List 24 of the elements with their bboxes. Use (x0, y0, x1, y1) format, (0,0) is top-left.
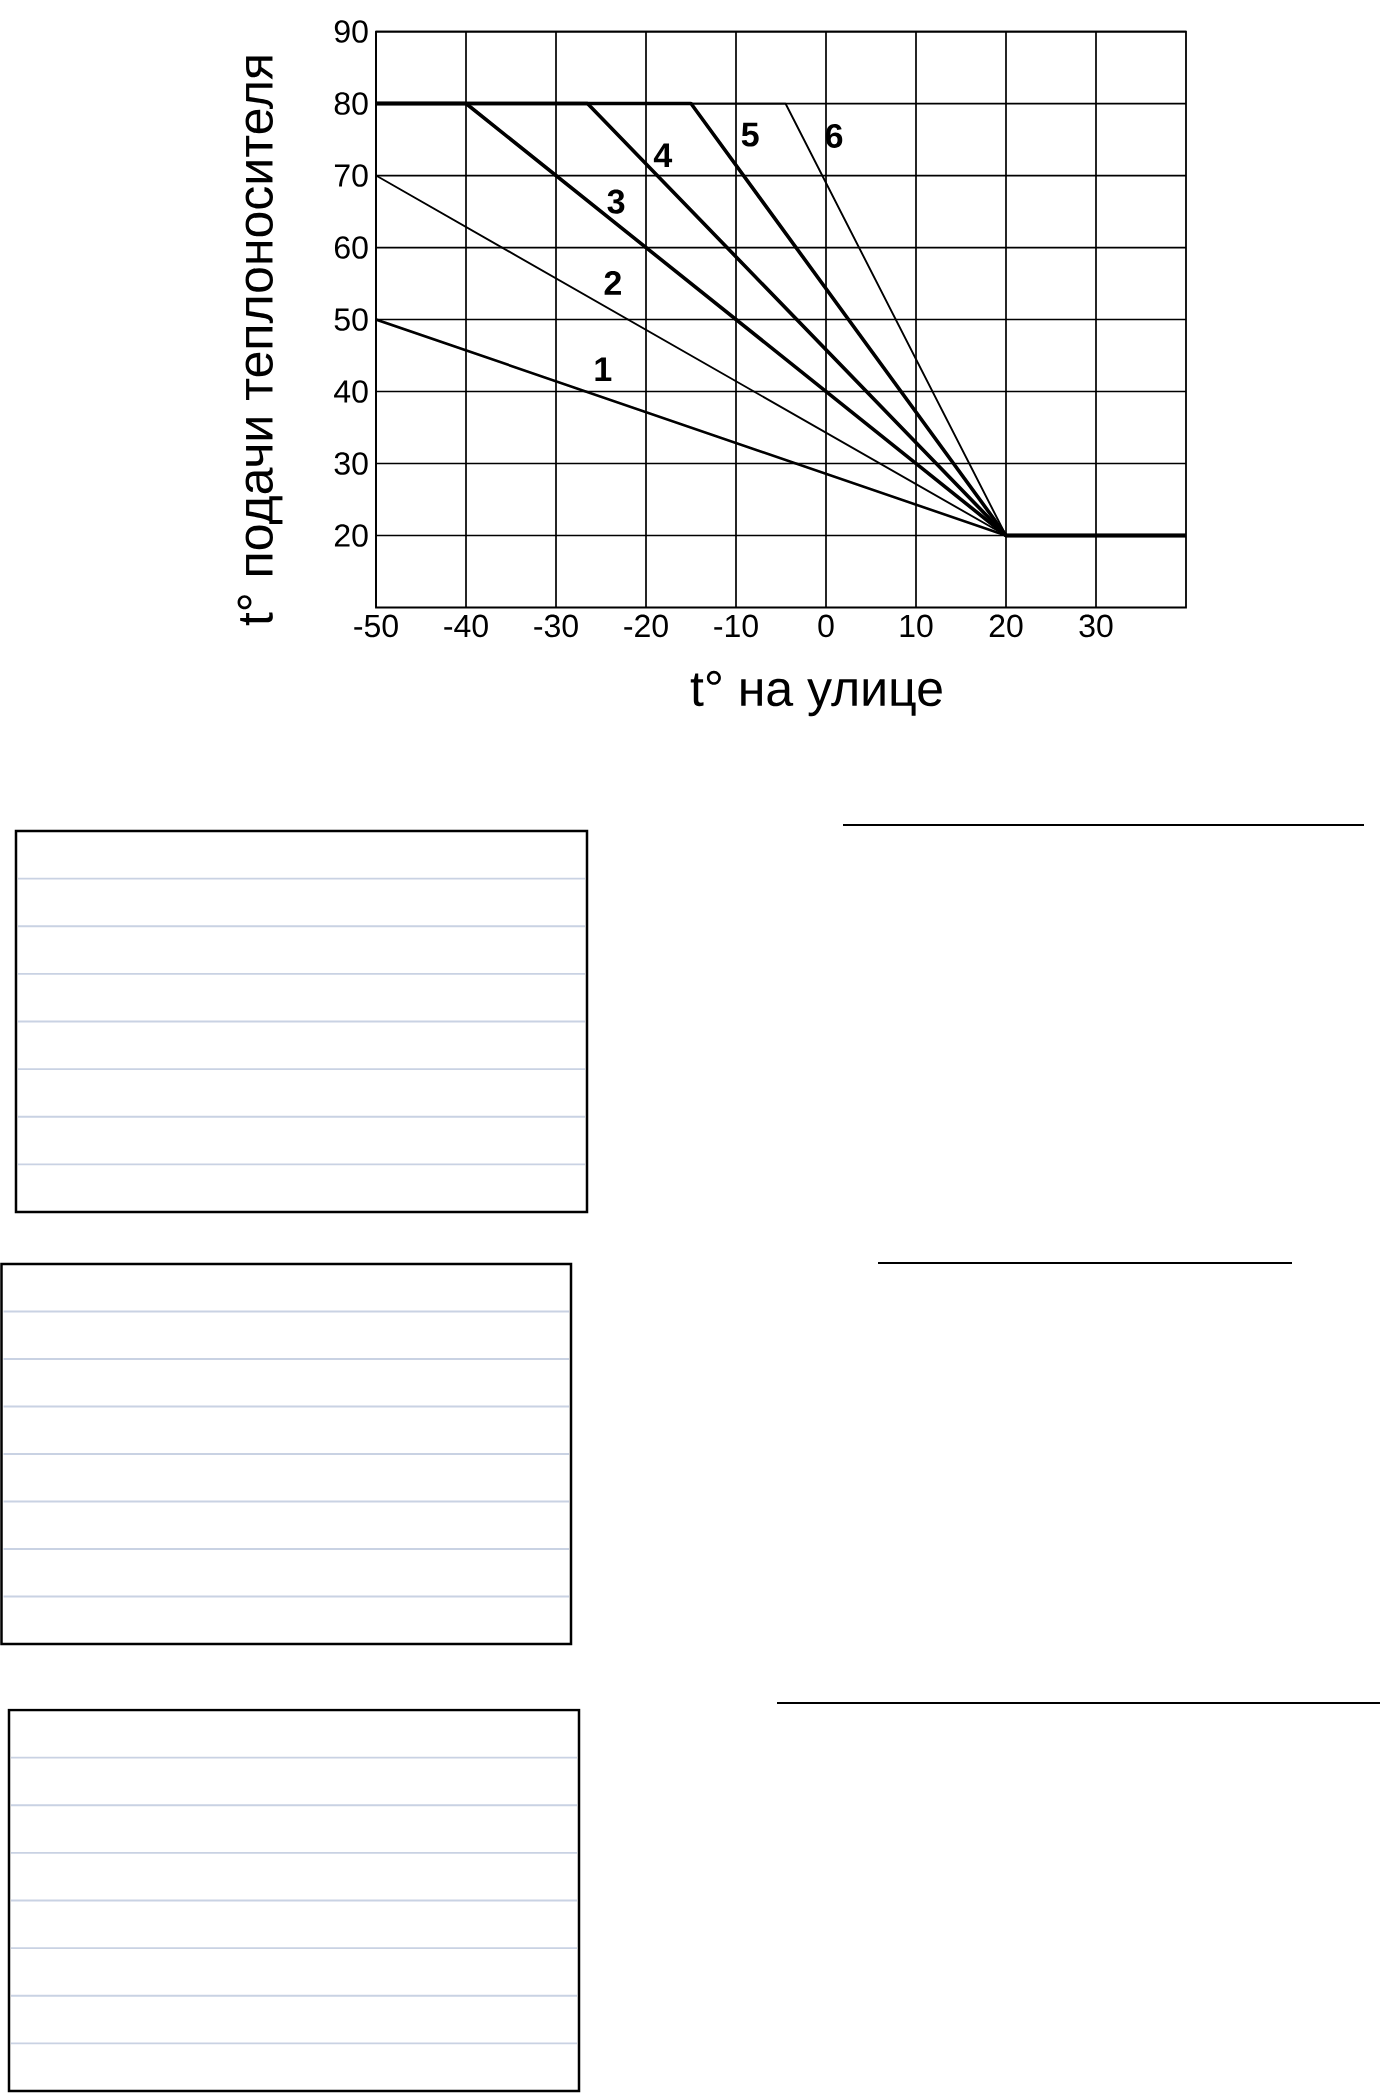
series-label: 4 (653, 143, 673, 167)
x-axis-title: t° на улице (690, 670, 942, 717)
x-tick-label: -20 (624, 614, 668, 638)
series-label: 3 (607, 189, 625, 214)
y-tick-label: 60 (334, 236, 368, 259)
series-label: 2 (604, 271, 621, 295)
series-label: 5 (741, 122, 759, 147)
x-tick-label: 10 (900, 614, 933, 638)
y-tick-label: 80 (334, 92, 368, 115)
y-tick-label: 30 (334, 452, 368, 475)
y-tick-label: 70 (334, 164, 368, 187)
x-tick-label: 20 (989, 614, 1023, 638)
x-tick-label: -10 (714, 614, 758, 638)
x-tick-label: 0 (818, 614, 834, 638)
x-tick-label: -30 (534, 614, 578, 638)
x-tick-label: 30 (1079, 614, 1113, 638)
y-axis-title: t° подачи теплоносителя (237, 56, 283, 626)
x-tick-label: -50 (354, 614, 398, 638)
y-tick-label: 40 (334, 380, 368, 403)
x-tick-label: -40 (444, 614, 488, 638)
y-tick-label: 90 (334, 20, 368, 43)
series-label: 1 (595, 357, 612, 381)
y-tick-label: 20 (334, 524, 368, 547)
y-tick-label: 50 (334, 308, 368, 331)
